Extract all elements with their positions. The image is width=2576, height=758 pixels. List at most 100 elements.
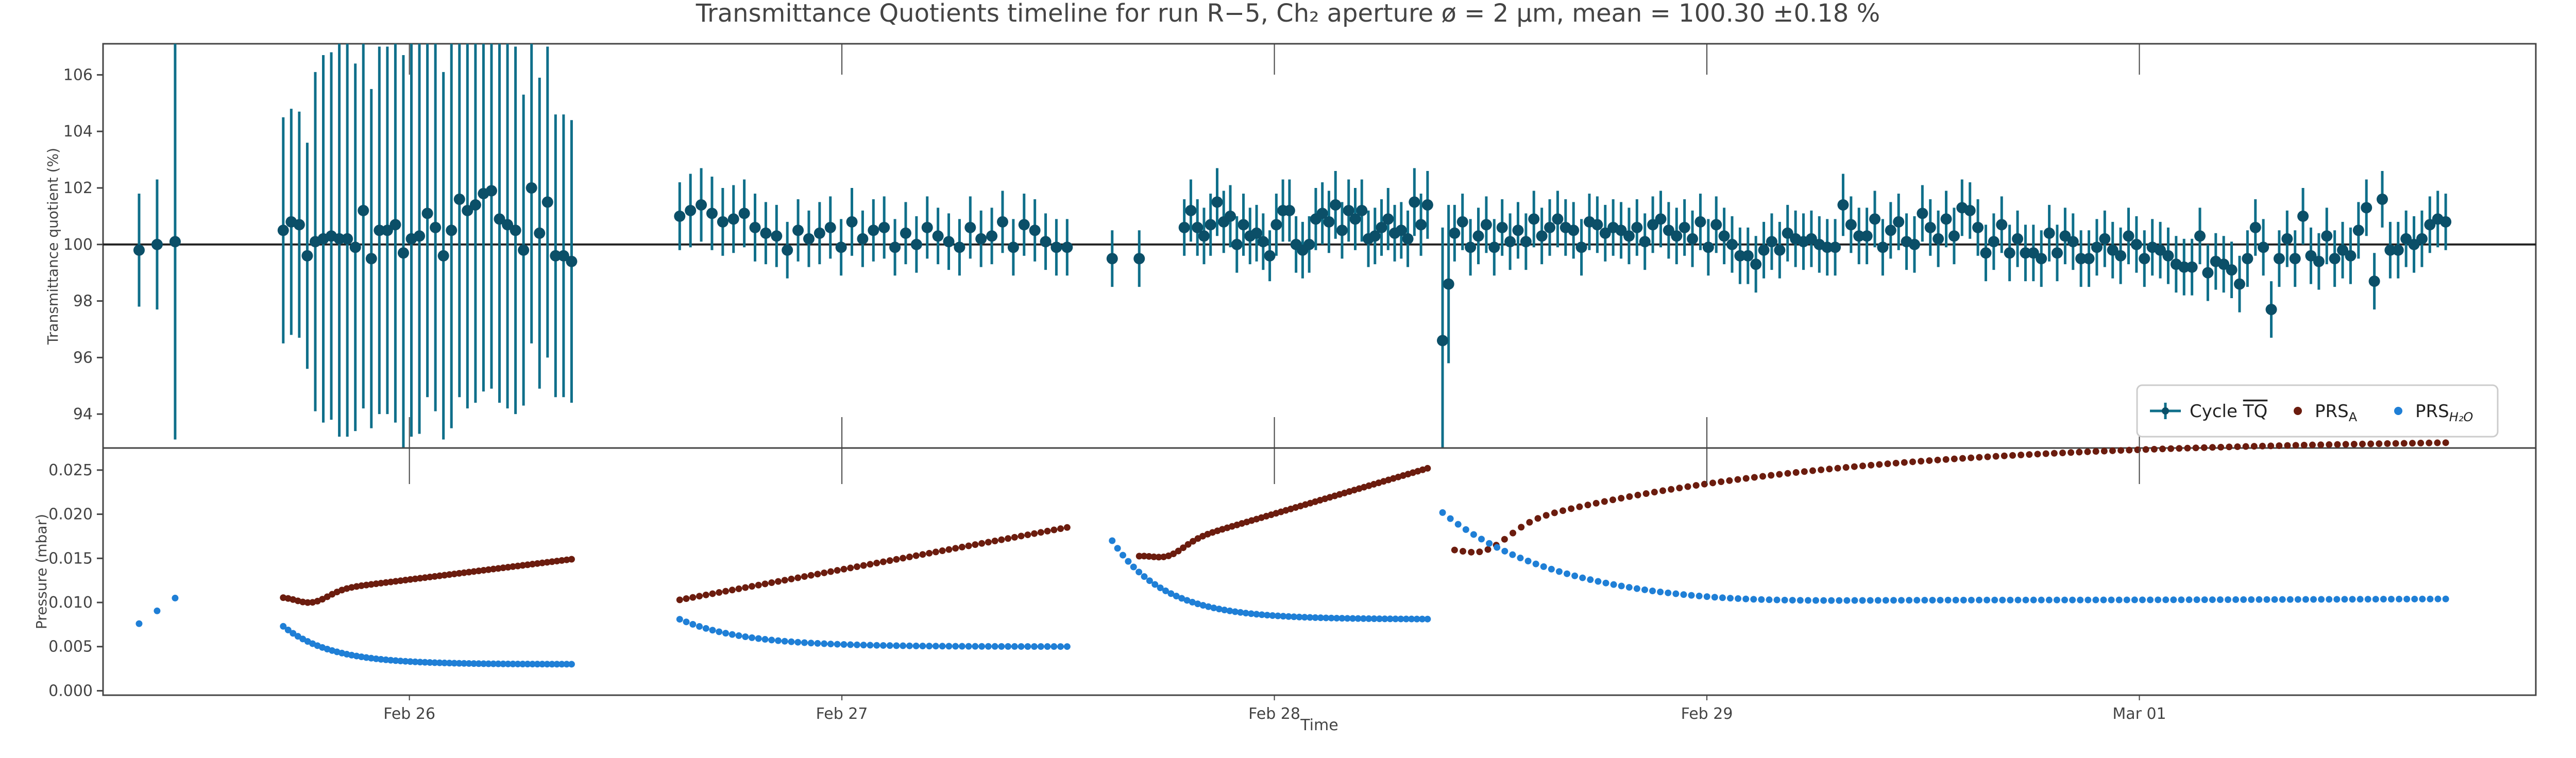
prs-h2o-point [1625, 584, 1633, 591]
prs-a-point [397, 577, 404, 584]
prs-a-point [1468, 548, 1475, 556]
tq-point [2400, 233, 2412, 245]
prs-h2o-point [1205, 603, 1212, 610]
prs-a-point [1592, 499, 1600, 507]
prs-h2o-point [500, 660, 507, 667]
prs-h2o-point [1189, 598, 1196, 606]
prs-h2o-point [387, 657, 394, 664]
tq-point [1845, 219, 1857, 231]
tq-point [133, 244, 145, 256]
prs-h2o-point [2326, 596, 2333, 603]
prs-h2o-point [2396, 595, 2403, 602]
prs-h2o-point [1742, 595, 1750, 602]
top-x-ticks [409, 44, 2140, 448]
prs-h2o-point [2442, 595, 2449, 602]
tq-point [910, 238, 922, 250]
prs-a-point [1668, 486, 1675, 493]
prs-h2o-point [402, 658, 409, 665]
tq-point [2297, 210, 2309, 222]
tq-point [2162, 250, 2174, 262]
tq-point [1376, 221, 1387, 233]
prs-h2o-point [1050, 643, 1058, 650]
prs-a-point [558, 557, 565, 564]
tq-point [1133, 253, 1145, 265]
prs-h2o-point [1579, 574, 1586, 581]
prs-h2o-point [2014, 596, 2022, 604]
prs-a-point [2400, 440, 2408, 447]
tq-points [133, 182, 2452, 347]
prs-h2o-point [1610, 581, 1617, 588]
prs-a-point [755, 581, 762, 589]
prs-h2o-point [563, 661, 570, 668]
tq-point [1774, 244, 1786, 256]
prs-h2o-point [1665, 589, 1672, 596]
tq-point [1449, 227, 1461, 239]
prs-h2o-point [1031, 643, 1038, 650]
prs-h2o-point [2100, 596, 2107, 604]
prs-a-point [426, 574, 433, 581]
tq-point [1488, 242, 1500, 253]
tq-point [349, 242, 361, 253]
prs-a-point [2067, 449, 2075, 456]
prs-a-point [689, 594, 697, 601]
prs-h2o-point [2341, 596, 2348, 603]
tq-point [835, 242, 847, 253]
tq-point [2273, 253, 2285, 265]
prs-a-point [524, 561, 531, 568]
prs-h2o-point [860, 642, 867, 649]
tq-point [1264, 250, 1276, 262]
prs-h2o-point [1323, 614, 1330, 622]
prs-a-point [1005, 535, 1012, 542]
tq-point [1007, 242, 1019, 253]
prs-a-point [1726, 477, 1733, 484]
tq-point [2130, 238, 2142, 250]
prs-a-point [1044, 527, 1051, 535]
tq-point [1869, 213, 1881, 225]
prs-h2o-point [1183, 597, 1191, 604]
prs-h2o-point [702, 625, 709, 632]
prs-h2o-point [2131, 596, 2138, 604]
prs-a-point [853, 563, 860, 571]
prs-h2o-point [1365, 615, 1372, 622]
tq-point [2202, 267, 2214, 279]
prs-a-point [1868, 461, 1875, 469]
prs-a-point [1784, 470, 1791, 477]
prs-h2o-point [978, 643, 986, 650]
prs-a-point [886, 557, 893, 564]
tq-point [1980, 247, 1992, 259]
prs-h2o-point [1984, 596, 1991, 604]
tq-point [1040, 236, 1052, 248]
prs-a-point [991, 537, 998, 544]
prs-a-point [1050, 526, 1058, 533]
tq-point [1710, 219, 1722, 231]
tq-point [2289, 253, 2301, 265]
prs-a-point [1609, 496, 1616, 504]
prs-a-point [2259, 442, 2266, 450]
prs-a-point [794, 574, 802, 581]
chart-title: Transmittance Quotients timeline for run… [696, 0, 1880, 28]
prs-h2o-point [985, 643, 992, 650]
prs-h2o-point [412, 658, 419, 665]
prs-a-point [1742, 475, 1750, 482]
prs-h2o-point [1151, 581, 1159, 588]
prs-a-point [761, 580, 769, 588]
tq-point [526, 182, 537, 194]
prs-a-point [2059, 449, 2066, 456]
tq-point [1885, 225, 1896, 236]
prs-h2o-point [1540, 563, 1547, 570]
prs-h2o-point [1657, 588, 1664, 595]
prs-h2o-point [1454, 521, 1462, 528]
prs-h2o-point [1360, 615, 1367, 622]
prs-a-point [1976, 454, 1983, 461]
prs-a-point [2442, 439, 2449, 446]
tq-point [943, 236, 955, 248]
tq-point [1395, 225, 1407, 236]
prs-a-point [2392, 440, 2399, 447]
tq-point [2123, 230, 2134, 242]
tq-point [534, 227, 546, 239]
tq-point [2155, 244, 2166, 256]
prs-a-point [702, 591, 709, 598]
prs-h2o-point [748, 634, 755, 641]
prs-h2o-point [2061, 596, 2069, 604]
tq-point [1544, 221, 1556, 233]
